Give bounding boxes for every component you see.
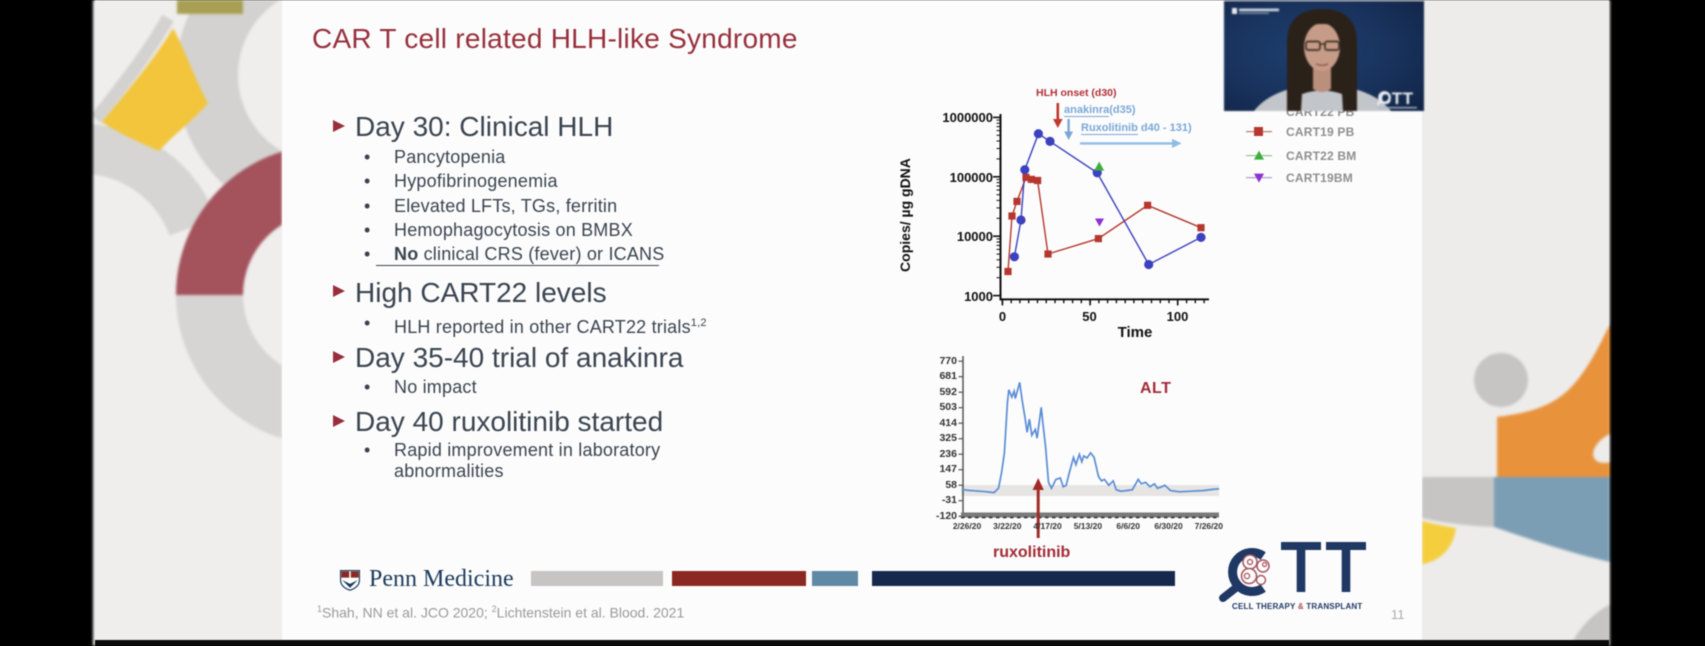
svg-text:CELL THERAPY & TRANSPLANT: CELL THERAPY & TRANSPLANT	[1232, 602, 1363, 611]
